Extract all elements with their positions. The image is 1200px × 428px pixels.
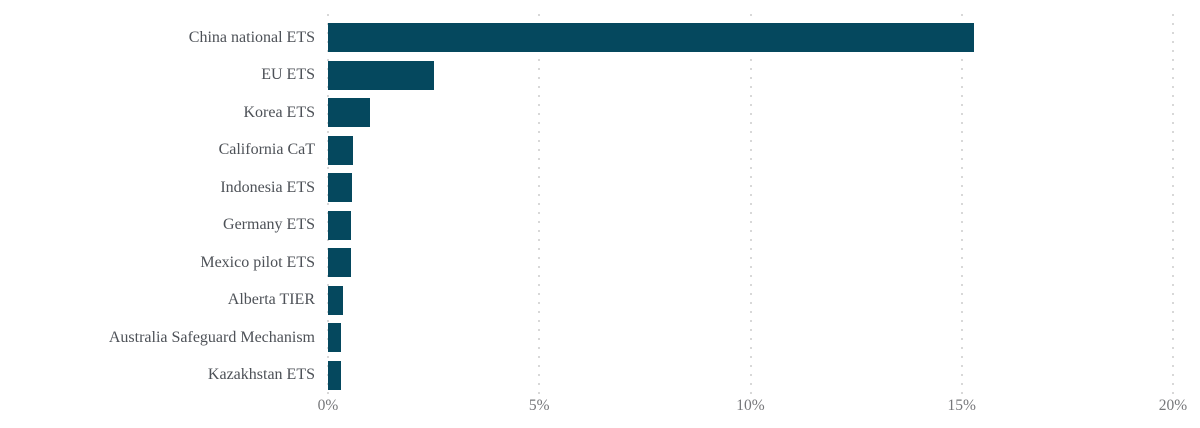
category-label: EU ETS bbox=[261, 66, 315, 84]
gridline-10pct bbox=[749, 14, 752, 394]
bar-track bbox=[328, 60, 1173, 90]
gridline-20pct bbox=[1172, 14, 1174, 394]
x-tick-label: 15% bbox=[947, 397, 976, 414]
category-label: Mexico pilot ETS bbox=[200, 253, 315, 271]
chart-row: Mexico pilot ETS bbox=[0, 244, 1200, 282]
bar-track bbox=[328, 98, 1173, 128]
category-label: Korea ETS bbox=[243, 103, 315, 121]
x-tick-label: 0% bbox=[317, 397, 339, 414]
chart-row: China national ETS bbox=[0, 19, 1200, 57]
x-axis: 0% 5% 10% 15% 20% bbox=[318, 397, 1188, 417]
chart-row: EU ETS bbox=[0, 57, 1200, 95]
bar-track bbox=[328, 210, 1173, 240]
chart-row: Korea ETS bbox=[0, 94, 1200, 132]
bar-korea-ets bbox=[328, 98, 371, 128]
plot-area bbox=[327, 14, 1174, 394]
chart-row: Kazakhstan ETS bbox=[0, 357, 1200, 395]
bar-track bbox=[328, 135, 1173, 165]
gridline-5pct bbox=[538, 14, 541, 394]
bar-eu-ets bbox=[328, 60, 434, 90]
bar-california-cat bbox=[328, 135, 354, 165]
bar-track bbox=[328, 285, 1173, 315]
x-tick-label: 10% bbox=[736, 397, 765, 414]
category-label: Australia Safeguard Mechanism bbox=[108, 328, 315, 346]
category-label: China national ETS bbox=[188, 28, 315, 46]
category-label: Alberta TIER bbox=[227, 291, 315, 309]
category-label: Germany ETS bbox=[223, 216, 315, 234]
bar-germany-ets bbox=[328, 210, 352, 240]
x-tick-label: 5% bbox=[528, 397, 550, 414]
bar-track bbox=[328, 173, 1173, 203]
chart-row: California CaT bbox=[0, 132, 1200, 170]
gridline-15pct bbox=[960, 14, 963, 394]
bar-australia-safeguard-mechanism bbox=[328, 323, 342, 353]
chart-row: Australia Safeguard Mechanism bbox=[0, 319, 1200, 357]
category-label: Kazakhstan ETS bbox=[207, 366, 315, 384]
bar-china-national-ets bbox=[328, 23, 975, 53]
chart-rows: China national ETS EU ETS Korea ETS Califor… bbox=[0, 19, 1200, 394]
chart-row: Alberta TIER bbox=[0, 282, 1200, 320]
bar-track bbox=[328, 360, 1173, 390]
x-tick-label: 20% bbox=[1158, 397, 1188, 414]
category-label: California CaT bbox=[218, 141, 315, 159]
category-label: Indonesia ETS bbox=[220, 178, 315, 196]
bar-mexico-pilot-ets bbox=[328, 248, 352, 278]
gridline-0pct bbox=[327, 14, 329, 394]
chart-row: Indonesia ETS bbox=[0, 169, 1200, 207]
bar-track bbox=[328, 323, 1173, 353]
chart-row: Germany ETS bbox=[0, 207, 1200, 245]
bar-track bbox=[328, 23, 1173, 53]
bar-alberta-tier bbox=[328, 285, 343, 315]
bar-kazakhstan-ets bbox=[328, 360, 341, 390]
bar-track bbox=[328, 248, 1173, 278]
bar-indonesia-ets bbox=[328, 173, 353, 203]
